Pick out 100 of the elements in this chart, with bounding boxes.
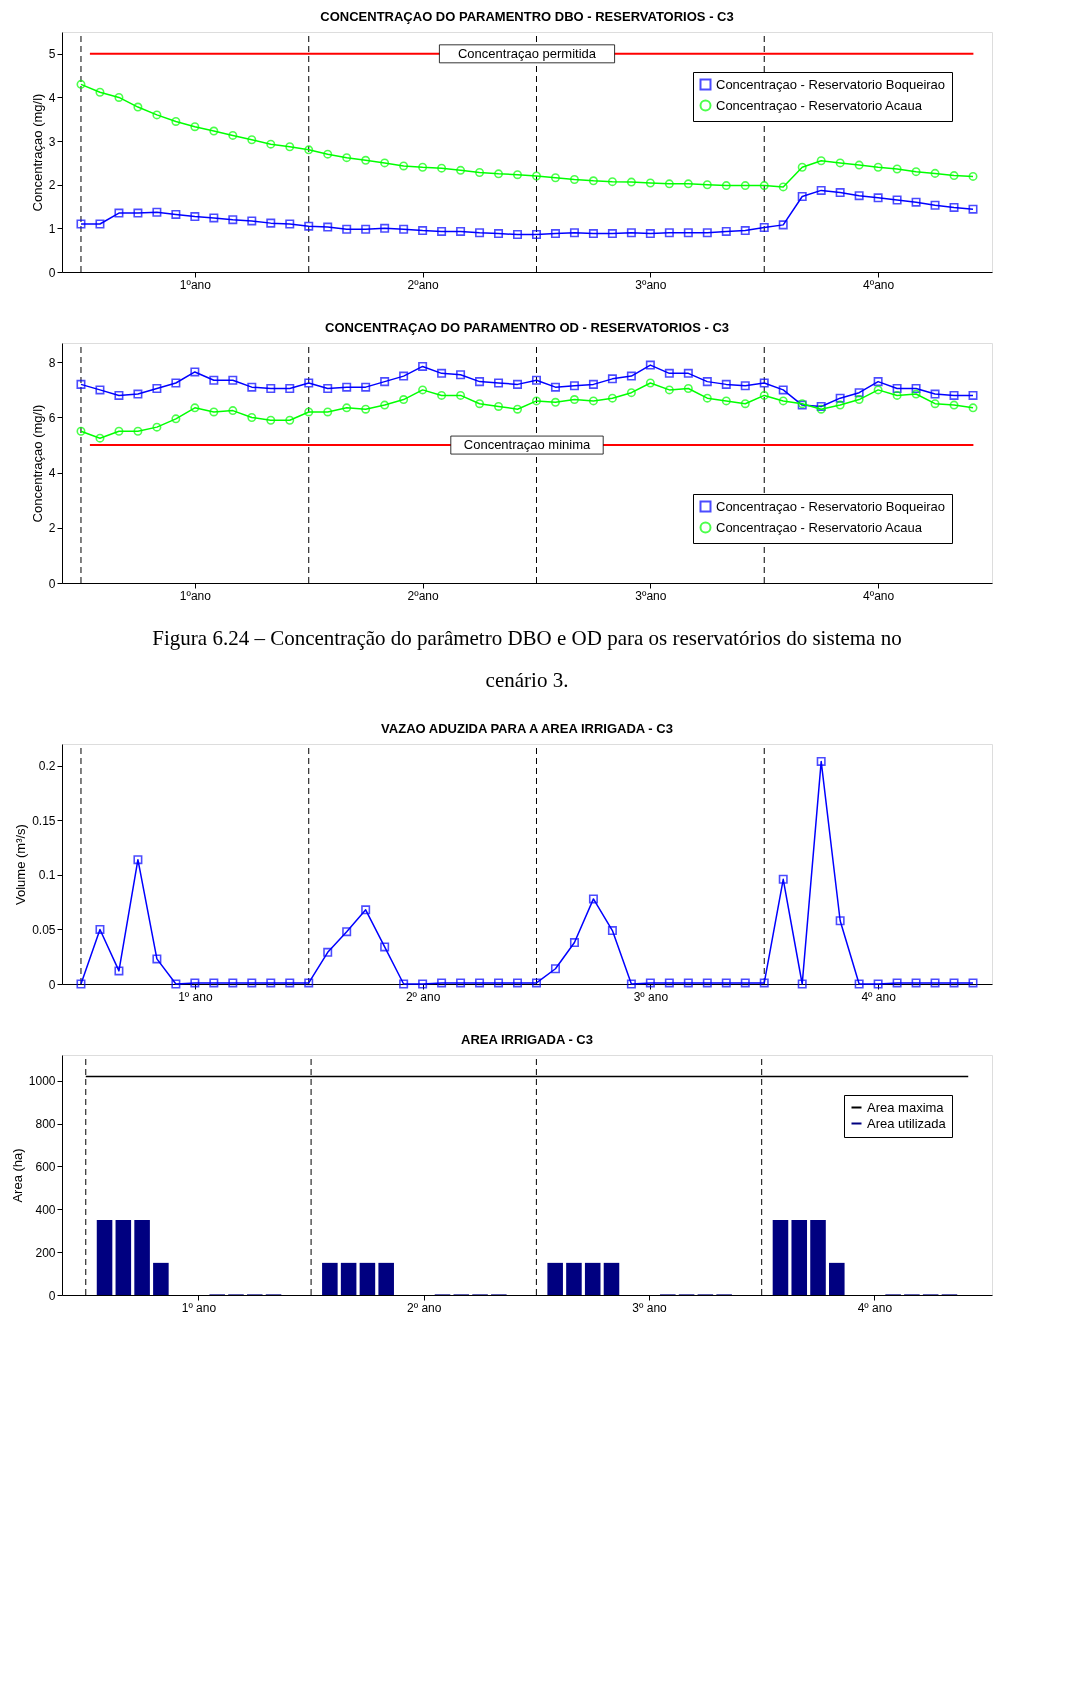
point [304,145,314,155]
point [323,384,333,394]
point [133,426,143,436]
x-tick-label: 1ºano [179,588,212,603]
point [171,209,181,219]
y-axis-title: Area (ha) [9,1148,25,1203]
point [247,978,257,988]
point [418,385,428,395]
point [892,978,902,988]
point [133,208,143,218]
x-tick-label: 4º ano [857,1300,893,1315]
point [399,979,409,989]
point [152,954,162,964]
point [304,407,314,417]
point [626,388,636,398]
x-tick-label: 4º ano [861,989,897,1004]
y-axis-title: Volume (m³/s) [13,824,29,905]
x-tick-label: 4ºano [863,588,895,603]
point [835,158,845,168]
point [133,389,143,399]
point [209,375,219,385]
ref-line-label: Concentraçao permitida [457,45,597,61]
point [835,400,845,410]
point [152,207,162,217]
point [911,389,921,399]
bar [96,1220,113,1295]
point [854,979,864,989]
point [266,218,276,228]
point [418,162,428,172]
point [607,177,617,187]
bar [584,1262,601,1295]
point [228,215,238,225]
point [930,399,940,409]
point [645,978,655,988]
bar [829,1262,845,1295]
legend-label: Concentraçao - Reservatorio Acaua [716,519,923,535]
legend-label: Concentraçao - Reservatorio Boqueirao [716,498,946,514]
point [683,179,693,189]
point [968,403,978,413]
point [645,378,655,388]
point [247,216,257,226]
point [816,756,826,766]
point [949,202,959,212]
point [456,165,466,175]
point [494,229,504,239]
point [664,228,674,238]
point [399,161,409,171]
x-tick-label: 1º ano [181,1300,217,1315]
point [550,229,560,239]
point [209,407,219,417]
point [475,399,485,409]
bar [547,1262,563,1295]
point [892,384,902,394]
point [209,126,219,136]
point [626,371,636,381]
point [664,978,674,988]
point [797,192,807,202]
y-tick-label: 3 [48,134,56,149]
y-axis-title: Concentraçao (mg/l) [29,404,45,523]
point [854,160,864,170]
point [702,377,712,387]
point [759,390,769,400]
x-tick-label: 4ºano [863,277,895,292]
point [778,385,788,395]
ref-line-label: Concentraçao minima [463,437,591,453]
bar [134,1220,150,1295]
point [569,174,579,184]
point [873,979,883,989]
point [531,171,541,181]
y-tick-label: 2 [48,178,56,193]
point [475,978,485,988]
point [892,195,902,205]
point [209,213,219,223]
chart-title: CONCENTRAÇAO DO PARAMENTRO DBO - RESERVATORIOS - C3 [320,8,734,24]
point [588,396,598,406]
y-tick-label: 2 [48,521,56,536]
point [323,407,333,417]
point [702,978,712,988]
point [95,924,105,934]
point [323,149,333,159]
point [513,404,523,414]
point [361,224,371,234]
point [721,978,731,988]
point [76,79,86,89]
point [247,382,257,392]
x-tick-label: 1ºano [179,277,212,292]
point [228,406,238,416]
point [949,390,959,400]
y-tick-label: 1 [48,221,56,236]
y-tick-label: 800 [35,1117,56,1132]
point [361,905,371,915]
point [740,399,750,409]
point [550,173,560,183]
point [949,978,959,988]
point [228,375,238,385]
point [854,388,864,398]
point [266,384,276,394]
point [361,382,371,392]
y-tick-label: 0.15 [32,813,56,828]
point [475,377,485,387]
